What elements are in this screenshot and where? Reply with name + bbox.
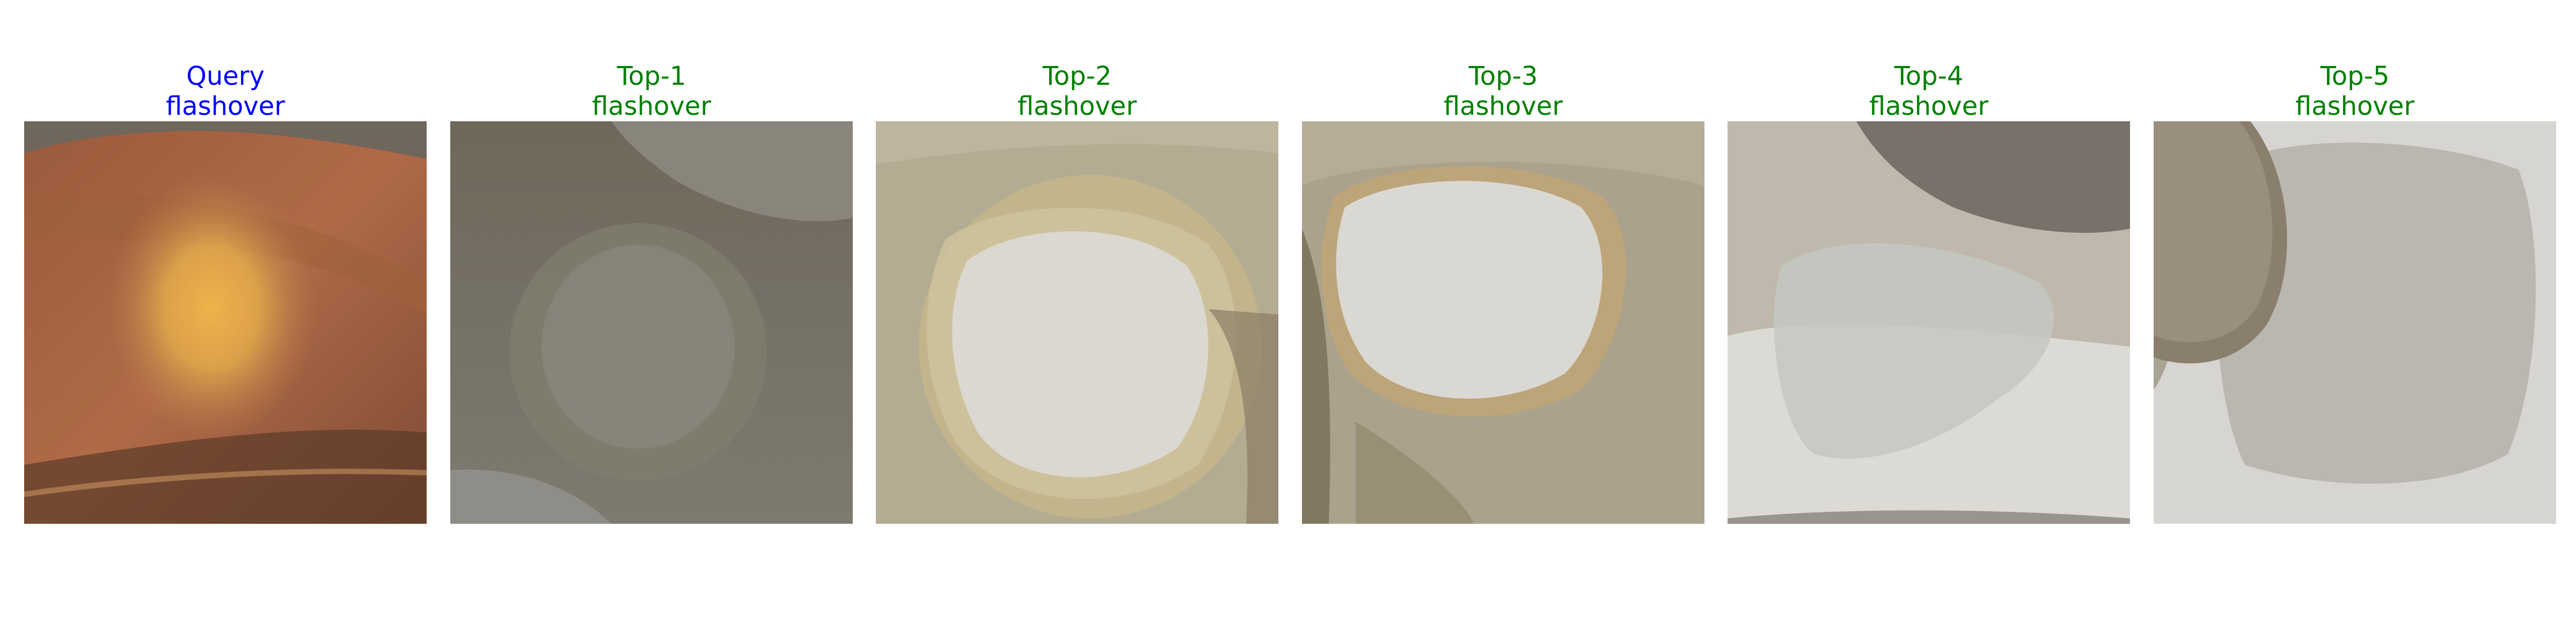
result-panel-top-4: Top-4 flashover [1728, 54, 2130, 524]
panel-caption: Top-4 flashover [1728, 54, 2130, 121]
query-panel: Query flashover [24, 54, 427, 524]
panel-caption: Query flashover [24, 54, 427, 121]
result-image-top-1 [450, 121, 853, 524]
class-label: flashover [591, 91, 712, 121]
result-image-top-2 [876, 121, 1278, 524]
class-label: flashover [165, 91, 286, 121]
result-panel-top-5: Top-5 flashover [2154, 54, 2556, 524]
result-image-top-4 [1728, 121, 2130, 524]
class-label: flashover [1869, 91, 1989, 121]
rank-label: Top-1 [617, 61, 686, 91]
result-image-top-3 [1302, 121, 1704, 524]
rank-label: Top-4 [1894, 61, 1964, 91]
rank-label: Top-5 [2320, 61, 2390, 91]
query-image [24, 121, 427, 524]
class-label: flashover [1443, 91, 1563, 121]
panel-caption: Top-2 flashover [876, 54, 1278, 121]
rank-label: Query [186, 61, 265, 91]
panel-caption: Top-5 flashover [2154, 54, 2556, 121]
result-panel-top-1: Top-1 flashover [450, 54, 853, 524]
result-panel-top-3: Top-3 flashover [1302, 54, 1704, 524]
rank-label: Top-3 [1468, 61, 1538, 91]
result-image-top-5 [2154, 121, 2556, 524]
class-label: flashover [1017, 91, 1137, 121]
panel-caption: Top-3 flashover [1302, 54, 1704, 121]
result-panel-top-2: Top-2 flashover [876, 54, 1278, 524]
class-label: flashover [2295, 91, 2415, 121]
panel-caption: Top-1 flashover [450, 54, 853, 121]
rank-label: Top-2 [1042, 61, 1112, 91]
